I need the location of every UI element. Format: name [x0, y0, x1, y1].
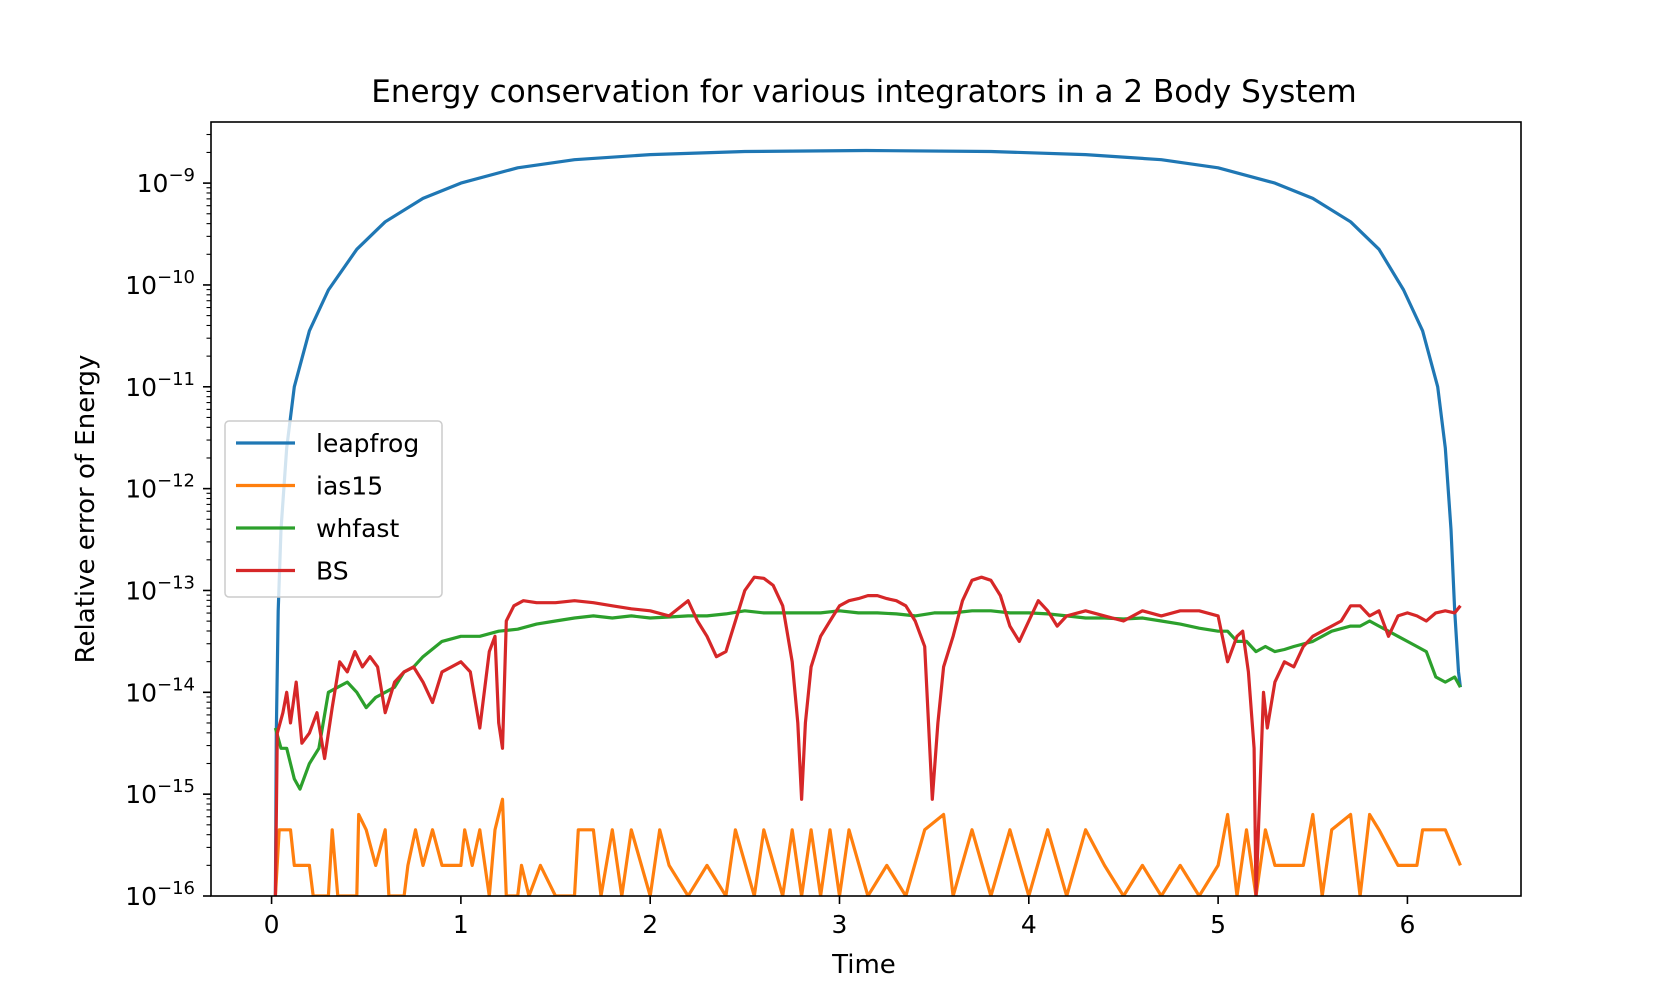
legend: leapfrog ias15 whfast BS [224, 420, 443, 598]
x-tick-label: 6 [1399, 910, 1415, 939]
x-tick-label: 1 [453, 910, 469, 939]
legend-label-leapfrog: leapfrog [316, 429, 419, 458]
x-tick-label: 2 [642, 910, 658, 939]
x-tick-label: 0 [264, 910, 280, 939]
legend-box [224, 420, 443, 598]
y-tick-label: 10−16 [125, 878, 195, 911]
y-tick-label: 10−11 [125, 369, 195, 402]
y-tick-label: 10−15 [125, 776, 195, 809]
series-line-leapfrog [273, 148, 1462, 896]
axes-frame [210, 121, 1522, 897]
series-line-whfast [273, 609, 1462, 791]
chart-title: Energy conservation for various integrat… [371, 74, 1356, 110]
legend-label-whfast: whfast [316, 514, 399, 543]
x-tick-label: 3 [832, 910, 848, 939]
y-tick-label: 10−13 [125, 572, 195, 605]
x-tick-label: 4 [1021, 910, 1037, 939]
x-tick-label: 5 [1210, 910, 1226, 939]
y-tick-label: 10−10 [125, 267, 195, 300]
x-axis-title: Time [831, 950, 896, 980]
plot-area [273, 148, 1462, 896]
y-tick-label: 10−12 [125, 471, 195, 504]
y-tick-label: 10−14 [125, 674, 195, 707]
legend-label-ias15: ias15 [316, 472, 383, 501]
y-axis-title: Relative error of Energy [71, 355, 101, 664]
y-axis: 10−16 10−15 10−14 10−13 10−12 10−11 10−10 10−9 [125, 133, 211, 911]
x-axis: 0 1 2 3 4 5 6 [264, 896, 1415, 939]
series-line-BS [273, 575, 1462, 896]
series-line-ias15 [273, 797, 1462, 896]
legend-label-BS: BS [316, 557, 349, 586]
y-tick-label: 10−9 [137, 165, 195, 198]
